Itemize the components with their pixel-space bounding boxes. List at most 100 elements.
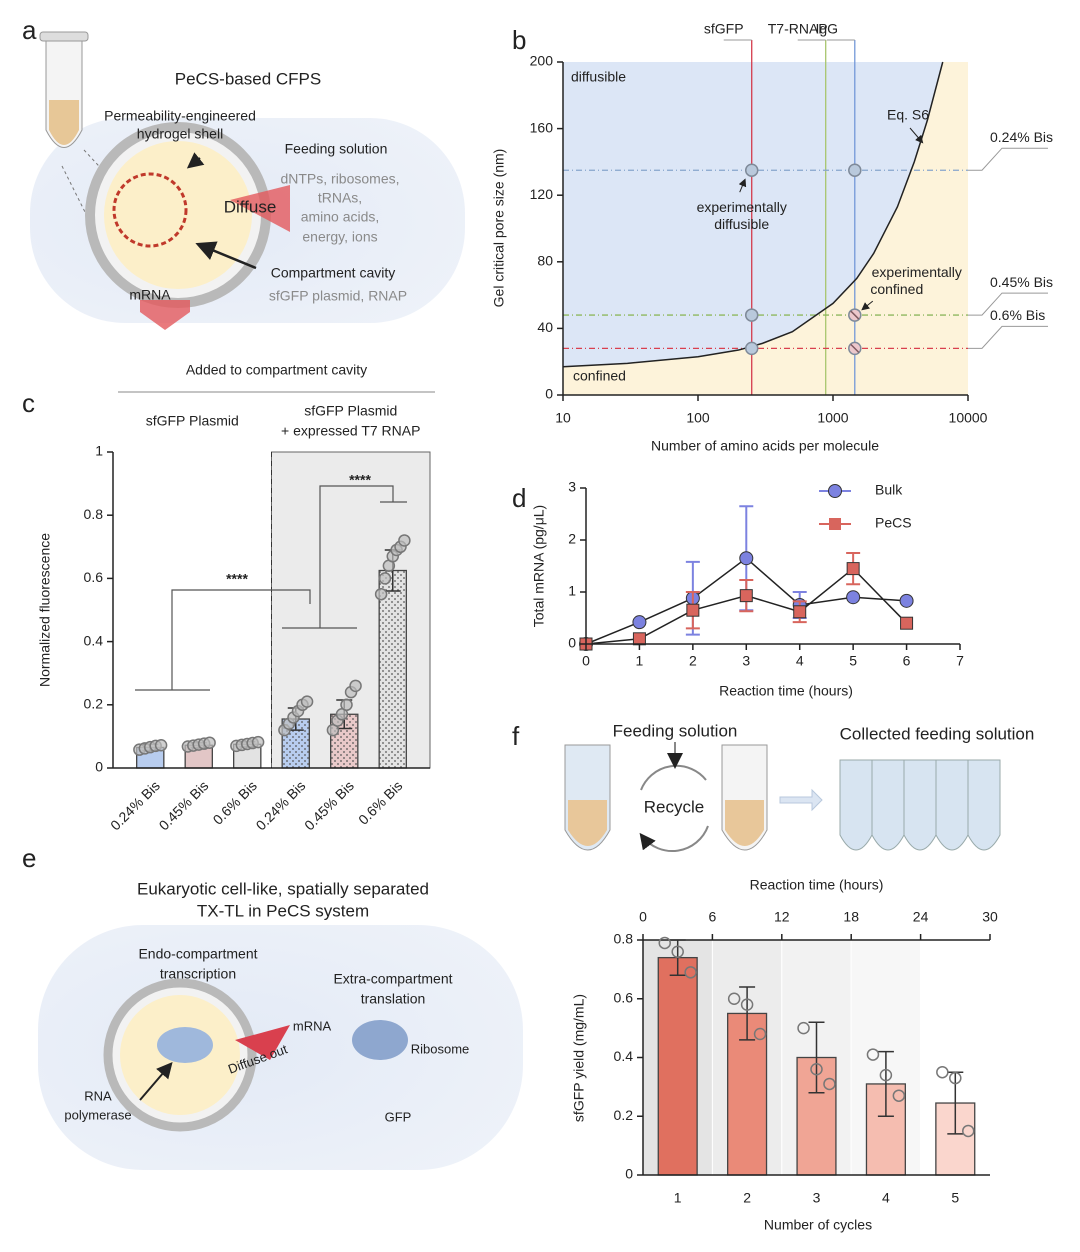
y-tick-label: 0 <box>545 386 553 402</box>
y-tick-label: 0.2 <box>84 696 104 712</box>
data-point <box>866 1048 880 1061</box>
tube-cap <box>39 31 89 42</box>
diffuse-arrow <box>230 185 290 232</box>
x-tick-label: 5 <box>849 653 857 669</box>
x-tick-label: 0.45% Bis <box>301 777 357 833</box>
group-label: sfGFP Plasmid <box>146 413 239 429</box>
annotation: diffusible <box>714 216 769 232</box>
tube <box>967 759 1001 851</box>
plasmid <box>112 172 188 248</box>
diagram-f: Feeding solution Recycle Collected feedi… <box>564 721 1034 853</box>
data-point <box>349 679 362 693</box>
pointer <box>195 241 257 270</box>
data-point <box>949 1071 962 1085</box>
panel-label: f <box>512 721 520 751</box>
title: PeCS-based CFPS <box>175 69 321 88</box>
data-point <box>684 966 697 979</box>
marker <box>739 551 754 566</box>
y-tick-label: 0.8 <box>614 931 634 947</box>
y-tick-label: 40 <box>537 319 553 335</box>
significance-bracket <box>282 485 407 629</box>
bar <box>796 1056 837 1176</box>
diffusible-point <box>744 341 759 356</box>
panel-label: c <box>22 388 35 418</box>
x-tick-label: 1 <box>674 1190 682 1206</box>
tube <box>871 759 905 851</box>
x-tick-label: 0.24% Bis <box>253 777 309 833</box>
x2-tick-label: 30 <box>982 909 998 925</box>
label: polymerase <box>64 1107 131 1122</box>
tube <box>839 759 873 851</box>
data-point <box>823 1077 836 1091</box>
annotation: experimentally <box>872 264 962 280</box>
y-tick-label: 1 <box>568 583 576 599</box>
tube <box>903 759 937 851</box>
y-tick-label: 0.2 <box>614 1107 634 1123</box>
diagram-a: PeCS-based CFPS Permeability-engineered … <box>30 31 465 330</box>
data-point <box>398 534 411 547</box>
tube-content <box>49 100 79 145</box>
legend-label: PeCS <box>875 515 912 531</box>
data-point <box>378 572 392 585</box>
panel-label: a <box>22 15 37 45</box>
error-bar <box>877 1050 894 1117</box>
flow-arrow <box>779 788 823 812</box>
legend-label: Bulk <box>875 482 903 498</box>
y-tick-label: 0.6 <box>84 569 104 585</box>
label: transcription <box>160 966 236 982</box>
y-tick-label: 3 <box>568 479 576 495</box>
x-tick-label: 10000 <box>949 410 988 426</box>
tube-content <box>568 800 607 846</box>
mrna-arrow <box>140 300 190 330</box>
x-axis-label: Reaction time (hours) <box>719 683 853 699</box>
label: Permeability-engineered <box>104 108 256 124</box>
diagram-e: Eukaryotic cell-like, spatially separate… <box>38 879 523 1170</box>
data-point <box>810 1063 823 1076</box>
y-tick-label: 2 <box>568 531 576 547</box>
title: Eukaryotic cell-like, spatially separate… <box>137 879 429 898</box>
x-tick-label: 2 <box>743 1190 751 1206</box>
protein-label: IgG <box>815 21 838 37</box>
x-tick-label: 0.6% Bis <box>355 777 405 827</box>
x-tick-label: 0.45% Bis <box>156 777 212 833</box>
y-axis-label: sfGFP yield (mg/mL) <box>571 994 587 1122</box>
label: Feeding solution <box>285 141 388 157</box>
panel-label: e <box>22 843 36 873</box>
annotation: confined <box>870 281 923 297</box>
x-tick-label: 0.24% Bis <box>107 777 163 833</box>
confined-slash <box>850 310 860 320</box>
x-tick-label: 5 <box>951 1190 959 1206</box>
annotation-arrow <box>738 178 747 193</box>
marker <box>846 562 860 576</box>
x2-tick-label: 0 <box>639 909 647 925</box>
label: Endo-compartment <box>138 946 257 962</box>
ribosome <box>352 1020 408 1060</box>
y-tick-label: 160 <box>530 119 554 135</box>
y-tick-label: 0.4 <box>614 1048 634 1064</box>
data-point <box>753 1027 767 1041</box>
bar-pattern <box>379 570 407 768</box>
label: Feeding solution <box>613 721 738 740</box>
curve-label: Eq. S6 <box>887 107 929 123</box>
label: mRNA <box>129 287 171 303</box>
marker <box>632 632 646 646</box>
x2-axis-label: Reaction time (hours) <box>750 877 884 893</box>
protein-label: sfGFP <box>704 21 744 37</box>
label: RNA <box>84 1088 112 1103</box>
y-tick-label: 0.4 <box>84 632 104 648</box>
gel-label: 0.6% Bis <box>990 307 1045 323</box>
x-tick-label: 10 <box>555 410 571 426</box>
diffusible-point <box>744 163 759 177</box>
pointer <box>186 152 205 169</box>
x-tick-label: 2 <box>689 653 697 669</box>
data-point <box>879 1068 893 1082</box>
y-tick-label: 0.6 <box>614 989 634 1005</box>
label: Extra-compartment <box>333 971 452 987</box>
data-point <box>727 992 741 1005</box>
x-tick-label: 3 <box>813 1190 821 1206</box>
y-axis-label: Total mRNA (pg/μL) <box>531 505 547 627</box>
region-label: diffusible <box>571 69 626 85</box>
gel-label: 0.24% Bis <box>990 129 1053 145</box>
x-tick-label: 100 <box>686 410 710 426</box>
